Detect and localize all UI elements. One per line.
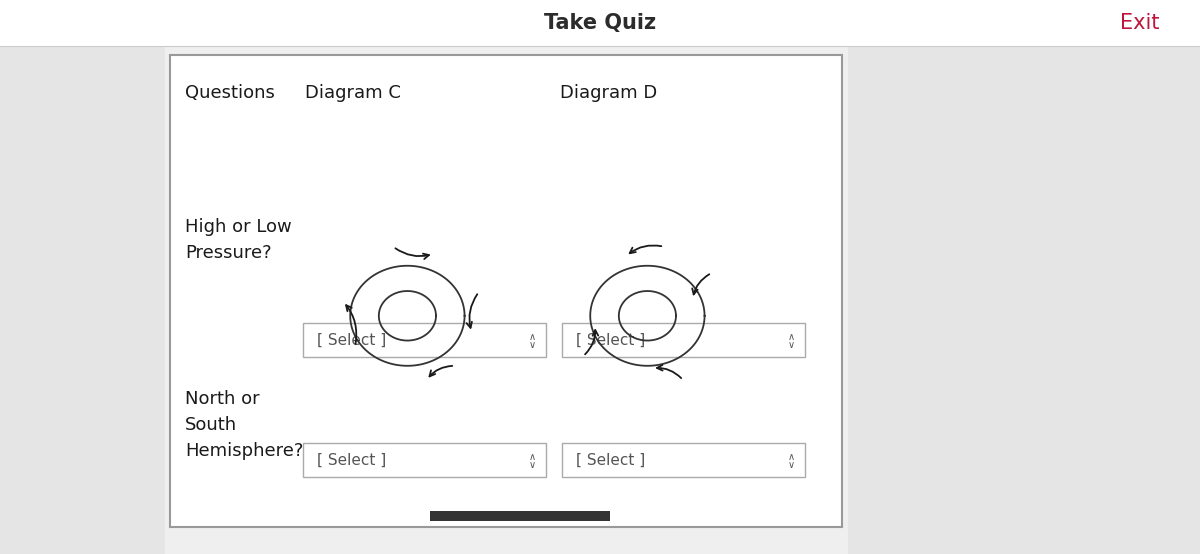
Text: Diagram D: Diagram D <box>560 84 658 102</box>
Text: Diagram C: Diagram C <box>305 84 401 102</box>
Bar <box>562 443 805 477</box>
Text: ∨: ∨ <box>787 340 794 350</box>
Text: ∧: ∧ <box>528 452 535 462</box>
Bar <box>302 443 546 477</box>
Bar <box>430 511 610 521</box>
Text: ∨: ∨ <box>528 460 535 470</box>
Text: ∧: ∧ <box>787 332 794 342</box>
Bar <box>562 323 805 357</box>
Text: ∧: ∧ <box>528 332 535 342</box>
Text: Questions: Questions <box>185 84 275 102</box>
Text: Exit: Exit <box>1121 13 1160 33</box>
Text: [ Select ]: [ Select ] <box>576 453 646 468</box>
Bar <box>170 55 842 527</box>
Text: Take Quiz: Take Quiz <box>544 13 656 33</box>
Bar <box>848 46 1200 554</box>
Text: [ Select ]: [ Select ] <box>317 453 386 468</box>
Text: [ Select ]: [ Select ] <box>317 332 386 347</box>
Bar <box>0 46 166 554</box>
Text: North or
South
Hemisphere?: North or South Hemisphere? <box>185 389 304 460</box>
Text: ∧: ∧ <box>787 452 794 462</box>
Text: [ Select ]: [ Select ] <box>576 332 646 347</box>
Text: High or Low
Pressure?: High or Low Pressure? <box>185 218 292 262</box>
Text: ∨: ∨ <box>787 460 794 470</box>
Bar <box>302 323 546 357</box>
Bar <box>0 0 1200 46</box>
Text: ∨: ∨ <box>528 340 535 350</box>
